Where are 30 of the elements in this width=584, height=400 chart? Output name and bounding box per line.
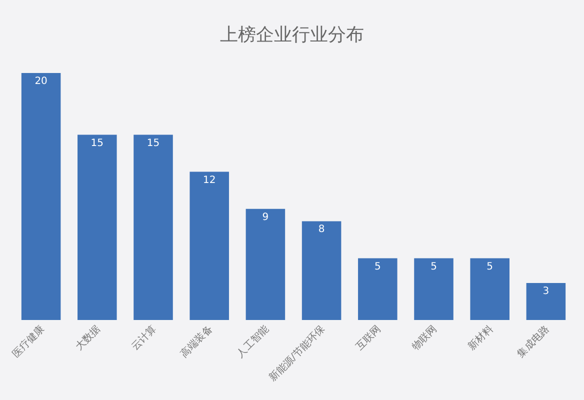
x-tick-label: 大数据 bbox=[73, 323, 103, 353]
chart-title: 上榜企业行业分布 bbox=[220, 24, 364, 46]
data-label: 12 bbox=[202, 174, 216, 186]
bar bbox=[21, 73, 61, 320]
x-tick-label: 互联网 bbox=[354, 323, 384, 353]
data-label: 8 bbox=[318, 224, 325, 236]
data-label: 5 bbox=[430, 261, 437, 272]
data-label: 20 bbox=[34, 76, 48, 87]
data-label: 5 bbox=[374, 261, 381, 272]
bar bbox=[526, 282, 566, 320]
x-tick-label: 医疗健康 bbox=[10, 323, 47, 360]
x-tick-label: 物联网 bbox=[410, 323, 440, 353]
bar bbox=[246, 208, 286, 320]
bar bbox=[190, 172, 229, 320]
x-tick-label: 新材料 bbox=[466, 323, 496, 353]
bar bbox=[134, 134, 173, 320]
data-label: 15 bbox=[146, 138, 160, 149]
bar bbox=[470, 258, 510, 320]
data-label: 15 bbox=[90, 138, 104, 149]
data-label: 5 bbox=[486, 261, 494, 272]
bar bbox=[358, 258, 398, 320]
data-label: 9 bbox=[262, 212, 269, 223]
bar bbox=[78, 134, 117, 320]
bar bbox=[302, 221, 342, 320]
x-tick-label: 云计算 bbox=[129, 323, 159, 353]
x-tick-label: 高端装备 bbox=[178, 323, 216, 360]
x-tick-label: 集成电路 bbox=[514, 323, 552, 360]
x-tick-label: 人工智能 bbox=[234, 323, 272, 360]
data-label: 3 bbox=[542, 286, 550, 297]
bar bbox=[414, 258, 454, 320]
